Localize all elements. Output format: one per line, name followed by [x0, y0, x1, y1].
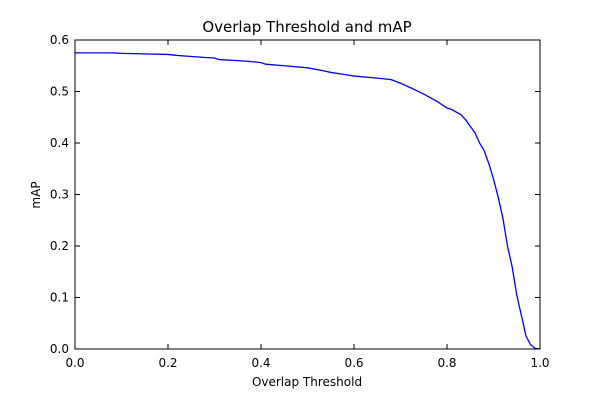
y-tick-label: 0.5	[50, 85, 69, 99]
tick-label-group: 0.0 0.2 0.4 0.6 0.8 1.0 0.0 0.1 0.2 0.3 0.4 0.5 0.6	[50, 33, 550, 370]
x-tick-label: 1.0	[530, 356, 549, 370]
tick-group	[74, 39, 541, 350]
y-tick-label: 0.1	[50, 291, 69, 305]
x-tick-label: 0.8	[437, 356, 456, 370]
y-tick-label: 0.6	[50, 33, 69, 47]
x-tick-label: 0.2	[158, 356, 177, 370]
x-tick-label: 0.4	[251, 356, 270, 370]
y-tick-label: 0.4	[50, 136, 69, 150]
x-tick-label: 0.0	[65, 356, 84, 370]
x-tick-label: 0.6	[344, 356, 363, 370]
y-tick-label: 0.0	[50, 342, 69, 356]
plot-area-frame	[74, 39, 541, 350]
y-axis-label: mAP	[29, 181, 43, 208]
y-tick-label: 0.2	[50, 239, 69, 253]
x-axis-label: Overlap Threshold	[252, 375, 362, 389]
chart-title: Overlap Threshold and mAP	[202, 18, 411, 36]
y-tick-label: 0.3	[50, 188, 69, 202]
series-line	[75, 52, 541, 350]
